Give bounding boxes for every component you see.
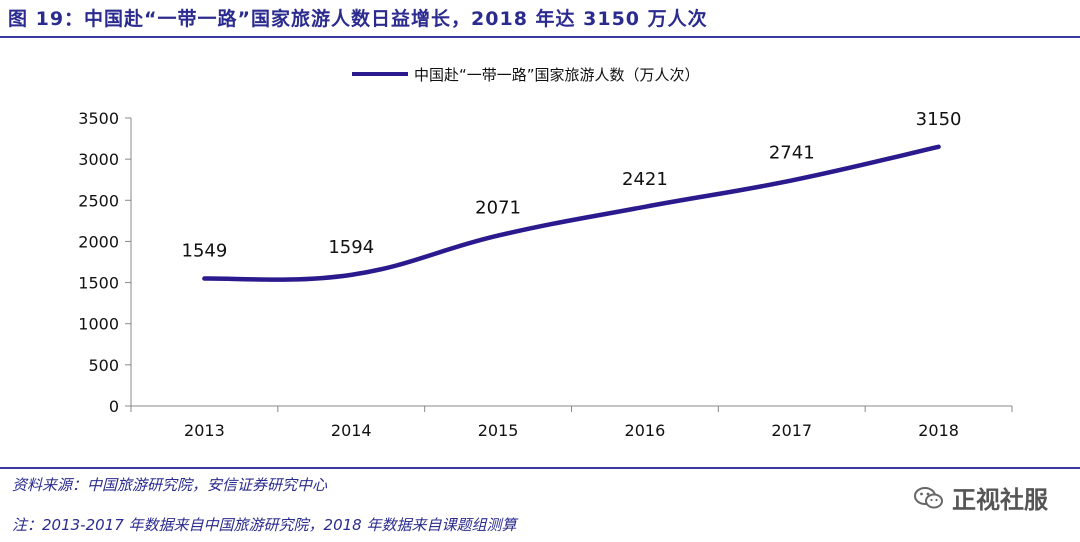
y-tick-label: 0 <box>109 397 119 416</box>
y-tick-label: 1000 <box>78 315 119 334</box>
footer-divider <box>0 467 1080 469</box>
y-tick-label: 2500 <box>78 191 119 210</box>
x-axis: 2013 2014 2015 2016 2017 2018 <box>130 405 1013 440</box>
y-tick-label: 2000 <box>78 232 119 251</box>
y-tick-label: 3500 <box>78 109 119 128</box>
data-label: 2421 <box>622 169 668 190</box>
data-labels: 1549 1594 2071 2421 2741 3150 <box>182 109 962 262</box>
x-tick-label: 2013 <box>184 421 225 440</box>
x-tick-label: 2014 <box>331 421 372 440</box>
y-tick-label: 1500 <box>78 274 119 293</box>
legend-label: 中国赴“一带一路”国家旅游人数（万人次） <box>414 66 700 84</box>
x-tick-label: 2016 <box>625 421 666 440</box>
data-label: 2741 <box>769 142 815 163</box>
x-tick-label: 2015 <box>478 421 519 440</box>
data-label: 2071 <box>475 198 521 219</box>
x-tick-label: 2017 <box>771 421 812 440</box>
title-divider <box>0 36 1080 38</box>
data-label: 1549 <box>182 241 228 262</box>
data-note: 注：2013-2017 年数据来自中国旅游研究院，2018 年数据来自课题组测算 <box>12 516 517 534</box>
chart-legend: 中国赴“一带一路”国家旅游人数（万人次） <box>352 66 700 84</box>
wechat-icon <box>914 486 943 508</box>
data-label: 1594 <box>328 237 374 258</box>
series-line <box>202 144 941 282</box>
watermark-text: 正视社服 <box>952 486 1048 514</box>
source-note: 资料来源：中国旅游研究院，安信证券研究中心 <box>12 476 328 494</box>
watermark: 正视社服 <box>914 480 1048 515</box>
data-label: 3150 <box>916 109 962 130</box>
y-tick-label: 500 <box>88 356 119 375</box>
x-tick-label: 2018 <box>918 421 959 440</box>
y-axis: 0 500 1000 1500 2000 2500 3000 3500 <box>78 109 132 416</box>
line-chart: 中国赴“一带一路”国家旅游人数（万人次） 0 500 1000 1500 2000 250… <box>78 66 1013 440</box>
figure-title: 图 19：中国赴“一带一路”国家旅游人数日益增长，2018 年达 3150 万人… <box>8 8 708 30</box>
y-tick-label: 3000 <box>78 150 119 169</box>
